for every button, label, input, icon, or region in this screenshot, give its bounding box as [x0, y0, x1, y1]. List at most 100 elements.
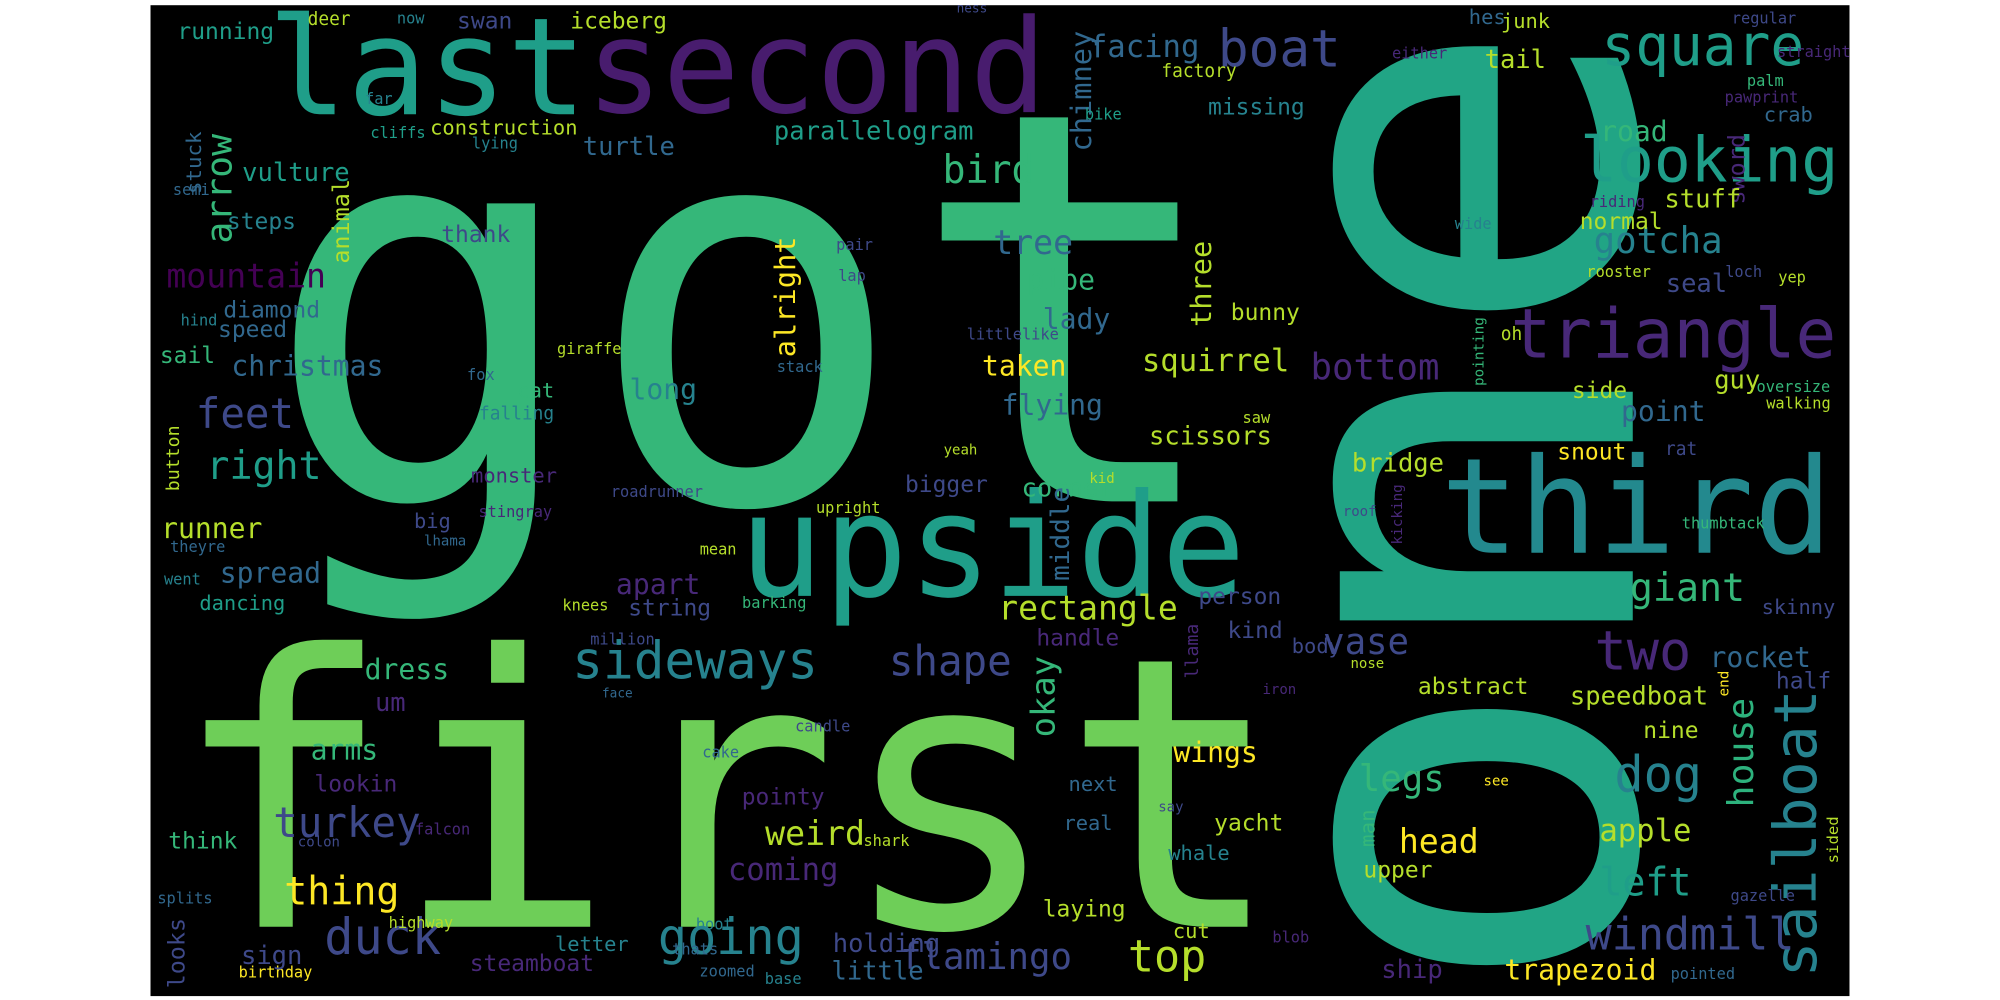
word: vulture [242, 158, 349, 188]
word: feet [196, 390, 294, 438]
word: turkey [273, 799, 420, 847]
word: speed [218, 316, 287, 343]
word: pipe [1027, 263, 1095, 296]
word: yeah [944, 442, 978, 458]
word: man [1355, 809, 1379, 847]
word: house [1720, 698, 1762, 808]
word: lookin [314, 770, 397, 797]
word: spread [220, 556, 321, 589]
word: barking [742, 594, 806, 612]
word: real [1063, 811, 1112, 835]
word: sideways [572, 631, 818, 692]
word: bike [1085, 105, 1122, 123]
word: square [1601, 12, 1804, 79]
word: string [628, 594, 711, 621]
word: oversize [1757, 378, 1831, 396]
word: stuck [182, 131, 206, 194]
word: duck [324, 909, 441, 967]
word: birthday [239, 964, 313, 982]
word: semi [173, 181, 210, 199]
word: pointy [742, 783, 825, 810]
cloud-background [150, 5, 1850, 997]
word: stuff [1664, 184, 1741, 214]
word: upside [739, 464, 1246, 631]
word: next [1069, 772, 1118, 796]
word: windmill [1586, 909, 1795, 961]
word: running [177, 18, 274, 45]
word: lap [838, 267, 866, 285]
word: sail [160, 342, 215, 369]
word: dress [365, 653, 449, 686]
word: three [1185, 241, 1218, 327]
word: road [1600, 115, 1668, 148]
word: rocket [1710, 641, 1811, 674]
word: left [1599, 860, 1691, 905]
word: arrow [199, 134, 241, 244]
word: ness [957, 2, 988, 17]
word: wings [1173, 736, 1257, 769]
word: third [1441, 431, 1833, 586]
word: thumbtack [1682, 514, 1766, 532]
word: sailboat [1762, 689, 1830, 977]
word: nine [1643, 717, 1698, 744]
word: lying [472, 134, 518, 152]
word: got [262, 0, 1230, 631]
word: squirrel [1142, 342, 1289, 378]
word: second [586, 0, 1047, 143]
word: rectangle [998, 588, 1178, 627]
word: two [1594, 619, 1691, 683]
word: half [1776, 667, 1831, 694]
word: see [1484, 773, 1509, 789]
word: long [629, 373, 697, 406]
word: thing [284, 869, 399, 914]
word: steamboat [470, 950, 594, 977]
word: nose [1350, 656, 1384, 672]
word: deer [308, 9, 351, 30]
word: regular [1732, 9, 1796, 27]
word: swan [457, 7, 512, 34]
word: ship [1381, 955, 1442, 985]
word: cut [1173, 919, 1210, 943]
word: upper [1363, 856, 1432, 883]
word: missing [1208, 93, 1305, 120]
word: skinny [1762, 595, 1836, 619]
word: think [168, 828, 237, 855]
word: chimney [1065, 31, 1098, 152]
word: gazelle [1731, 887, 1795, 905]
word: facing [1089, 29, 1200, 65]
word: highway [389, 914, 453, 932]
word: million [590, 630, 654, 648]
word: going [658, 909, 804, 967]
word: bunny [1231, 299, 1300, 326]
word: fox [467, 366, 495, 384]
word: pointed [1671, 965, 1735, 983]
word: parallelogram [774, 116, 974, 146]
word: speedboat [1570, 681, 1708, 711]
word: okay [1024, 656, 1063, 738]
word: shape [889, 637, 1012, 685]
word: trapezoid [1504, 953, 1656, 986]
word: lhama [424, 534, 466, 550]
word: body [1292, 634, 1341, 658]
word: bottom [1311, 346, 1440, 388]
word: littlelike [967, 326, 1059, 344]
word: turtle [583, 132, 675, 162]
word: monster [471, 463, 557, 487]
word: hind [181, 311, 218, 329]
word: junk [1501, 9, 1551, 33]
word: riding [1590, 193, 1645, 211]
word: yep [1778, 268, 1806, 286]
word: mean [700, 540, 737, 558]
word: roof [1343, 504, 1377, 520]
word: guy [1714, 365, 1760, 395]
word: scissors [1149, 421, 1272, 451]
word: kicking [1390, 484, 1406, 544]
word: button [163, 425, 184, 491]
word: pair [836, 236, 873, 254]
word: wide [1455, 215, 1492, 233]
word: last [268, 0, 587, 147]
word: gotcha [1594, 220, 1723, 262]
word: legs [1359, 757, 1445, 799]
